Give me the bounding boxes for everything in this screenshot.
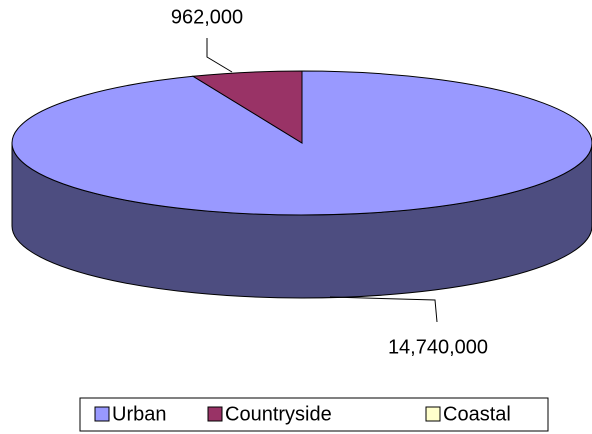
legend-swatch <box>425 406 441 422</box>
pie: 14,740,000 962,000 <box>11 6 592 358</box>
legend-swatch <box>94 406 110 422</box>
leader-line <box>206 38 233 73</box>
leader-line <box>329 296 438 323</box>
legend-label: Countryside <box>225 403 332 425</box>
legend-box <box>79 397 549 432</box>
data-label: 14,740,000 <box>388 336 488 358</box>
legend: Urban Countryside Coastal <box>94 403 511 425</box>
legend-label: Urban <box>112 403 166 425</box>
data-label: 962,000 <box>171 6 243 28</box>
legend-label: Coastal <box>443 403 511 425</box>
legend-swatch <box>207 406 223 422</box>
slice <box>191 70 303 144</box>
